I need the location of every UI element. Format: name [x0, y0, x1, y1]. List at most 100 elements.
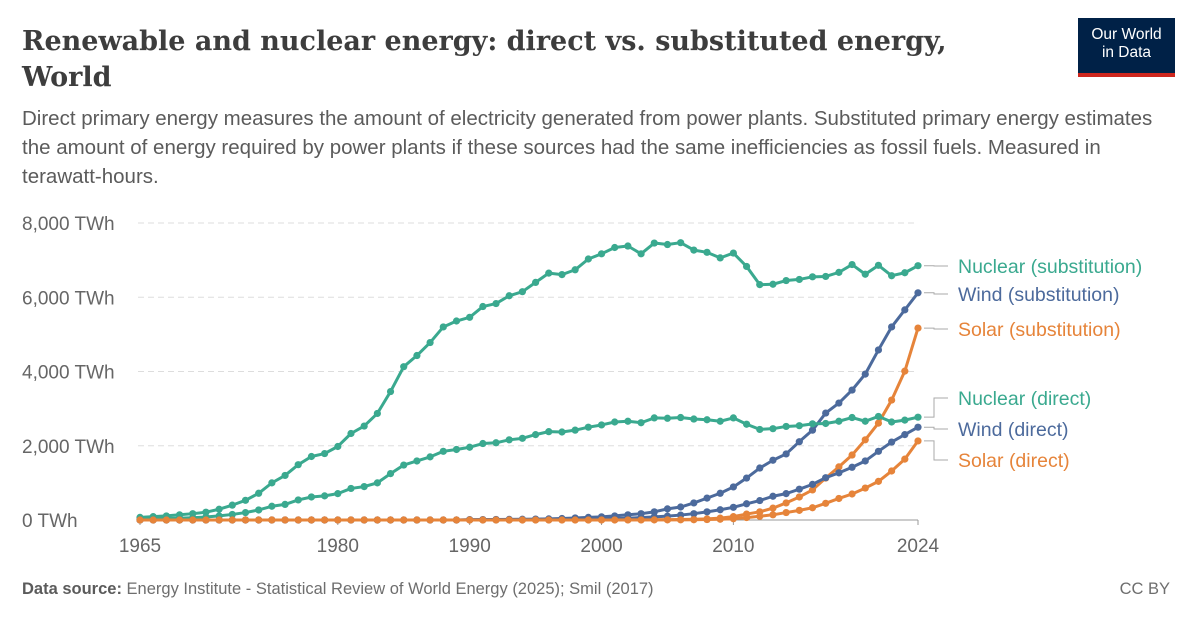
data-point [861, 457, 869, 465]
source-text[interactable]: Energy Institute - Statistical Review of… [126, 580, 654, 598]
data-point [202, 516, 210, 524]
data-point [334, 442, 342, 451]
license[interactable]: CC BY [1119, 580, 1170, 598]
data-point [492, 299, 500, 308]
data-point [782, 450, 790, 458]
data-point [874, 419, 883, 427]
data-point [769, 280, 777, 288]
data-point [822, 419, 830, 428]
data-point [729, 515, 737, 523]
data-point [624, 242, 632, 250]
data-point [294, 496, 302, 504]
data-point [241, 516, 250, 524]
data-point [413, 516, 421, 524]
data-point [795, 485, 803, 493]
data-point [808, 480, 817, 488]
data-point [690, 516, 698, 524]
data-point [808, 426, 817, 434]
data-point [848, 386, 856, 394]
data-point [848, 413, 856, 422]
x-tick-label: 2010 [712, 536, 754, 557]
data-point [531, 431, 540, 439]
data-point [808, 273, 817, 281]
data-point [729, 483, 737, 491]
x-tick-label: 2024 [897, 536, 940, 557]
data-point [888, 418, 896, 426]
data-point [888, 323, 896, 331]
data-point [466, 443, 474, 451]
data-point [808, 504, 817, 512]
data-point [136, 516, 144, 524]
data-point [228, 501, 236, 509]
series-line [139, 241, 919, 519]
data-point [914, 437, 922, 445]
data-point [373, 516, 381, 524]
x-tick-label: 2000 [580, 536, 622, 557]
data-point [769, 504, 777, 512]
data-point [162, 516, 170, 524]
data-point [663, 516, 672, 524]
data-point [518, 516, 527, 524]
data-point [241, 496, 250, 504]
data-point [795, 275, 803, 284]
data-point [281, 471, 289, 480]
data-point [215, 505, 223, 513]
data-point [650, 508, 658, 516]
data-point [888, 396, 896, 404]
label-connector [924, 327, 948, 330]
data-point [677, 516, 685, 524]
data-point [400, 363, 408, 371]
logo-accent-bar [1078, 73, 1175, 77]
label-connector [924, 397, 948, 418]
series-line [139, 414, 919, 521]
data-point [874, 477, 883, 485]
data-point [426, 338, 434, 347]
data-point [321, 449, 329, 458]
data-point [281, 500, 289, 509]
data-point [307, 452, 316, 461]
data-point [769, 425, 777, 433]
data-point [637, 419, 645, 427]
data-point [268, 479, 276, 487]
data-point [597, 516, 606, 524]
data-point [808, 486, 817, 494]
data-point [386, 387, 395, 396]
data-point [650, 414, 658, 422]
data-point [782, 276, 790, 285]
data-point [835, 494, 843, 503]
data-point [611, 418, 619, 426]
data-point [439, 323, 447, 331]
data-point [835, 399, 843, 407]
data-point [822, 474, 830, 482]
data-point [400, 516, 408, 524]
data-point [901, 431, 909, 439]
owid-logo[interactable]: Our World in Data [1078, 18, 1175, 77]
chart-title: Renewable and nuclear energy: direct vs.… [22, 26, 947, 93]
data-point [373, 409, 381, 418]
data-point [149, 516, 157, 524]
data-point [756, 496, 764, 505]
data-point [795, 493, 803, 501]
data-point [558, 516, 566, 524]
data-point [677, 413, 685, 422]
series-label: Wind (substitution) [958, 284, 1119, 306]
data-point [874, 261, 883, 269]
data-point [848, 451, 856, 459]
data-point [294, 516, 302, 524]
series-label: Solar (direct) [958, 450, 1070, 472]
data-point [228, 510, 236, 519]
data-point [742, 500, 751, 508]
data-point [782, 490, 790, 498]
data-point [835, 417, 843, 425]
data-point [466, 516, 474, 524]
data-point [769, 456, 777, 464]
data-point [782, 422, 790, 431]
data-point [650, 516, 658, 524]
data-point [426, 453, 434, 461]
data-point [756, 425, 764, 434]
data-point [321, 492, 329, 500]
y-tick-label: 6,000 TWh [22, 288, 115, 309]
data-point [531, 516, 540, 524]
data-point [901, 269, 909, 277]
